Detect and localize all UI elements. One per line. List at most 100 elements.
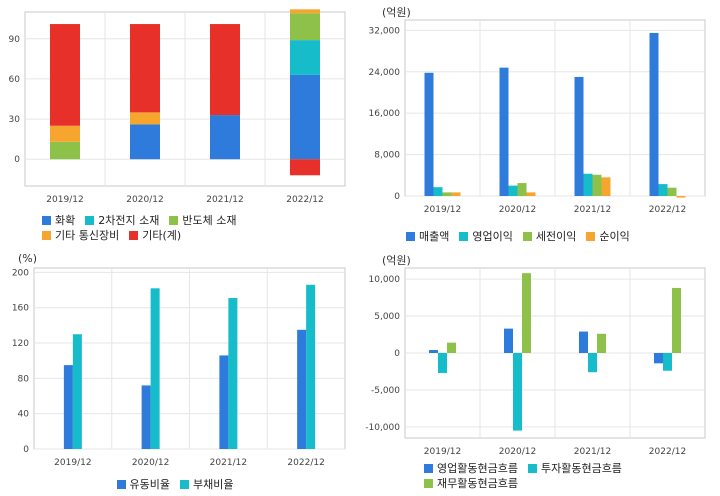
ratio-chart-panel: (%) 0 40 80 120 160 200 2019/12 2020/12 2021/12 2… xyxy=(0,248,360,496)
bar xyxy=(451,192,461,196)
ratio-unit-label: (%) xyxy=(18,252,38,265)
x-tick-label: 2019/12 xyxy=(46,195,83,205)
legend-row: 기타 통신장비 기타(계) xyxy=(42,228,342,243)
bar xyxy=(663,353,672,371)
bar-segment xyxy=(130,124,160,160)
bar xyxy=(424,72,434,196)
bar-segment xyxy=(290,159,320,176)
y-tick-label: 24,000 xyxy=(369,68,401,78)
y-tick-label: 0 xyxy=(394,192,400,202)
legend-item: 기타(계) xyxy=(129,228,181,243)
legend-swatch xyxy=(85,216,95,225)
legend-row: 화확 2차전지 소재 반도체 소재 xyxy=(42,213,342,228)
y-tick-label: 16,000 xyxy=(369,109,401,119)
bar xyxy=(438,353,447,373)
y-tick-label: 32,000 xyxy=(369,26,401,36)
bar xyxy=(667,187,677,196)
cashflow-unit-label: (억원) xyxy=(382,254,411,267)
x-tick-label: 2021/12 xyxy=(210,458,247,468)
bar xyxy=(150,288,160,449)
composition-chart: 0 30 60 90 2019/12 2020/12 2021/12 2022/12 xyxy=(9,9,346,205)
bar xyxy=(574,76,584,196)
bar-segment xyxy=(290,40,320,75)
y-tick-label: 0 xyxy=(23,445,29,455)
bar xyxy=(522,273,531,353)
x-tick-label: 2019/12 xyxy=(424,205,461,215)
bar xyxy=(429,350,438,353)
legend-item: 반도체 소재 xyxy=(169,213,236,228)
bar xyxy=(219,355,229,449)
legend-swatch xyxy=(116,480,126,489)
bar xyxy=(63,365,73,449)
legend-label: 투자활동현금흐름 xyxy=(540,462,622,475)
legend-item: 유동비율 xyxy=(116,477,170,492)
legend-swatch xyxy=(522,232,532,241)
bar xyxy=(579,331,588,353)
legend-swatch xyxy=(406,232,415,241)
bar xyxy=(72,334,82,449)
legend-label: 부채비율 xyxy=(193,478,234,491)
legend-item: 순이익 xyxy=(586,229,630,244)
legend-item: 영업활동현금흐름 xyxy=(424,461,518,476)
bar xyxy=(297,329,307,449)
bar xyxy=(306,284,316,449)
bar-segment xyxy=(130,112,160,125)
y-tick-label: 160 xyxy=(12,304,29,314)
cashflow-chart: -10,000 -5,000 0 5,000 10,000 2019/12 2020/12 2… xyxy=(365,267,706,457)
legend-item: 영업이익 xyxy=(459,229,513,244)
cashflow-chart-panel: (억원) -10,000 -5,000 0 5,000 10,000 2019/12 202… xyxy=(360,248,720,496)
y-tick-label: 90 xyxy=(9,35,21,45)
legend-item: 2차전지 소재 xyxy=(85,213,159,228)
legend-item: 화확 xyxy=(42,213,75,228)
bar xyxy=(499,67,509,196)
bar xyxy=(517,183,527,196)
y-tick-label: -5,000 xyxy=(371,386,400,396)
bar-segment xyxy=(50,24,80,126)
legend-label: 반도체 소재 xyxy=(182,214,237,227)
bar xyxy=(592,174,602,196)
legend-row: 재무활동현금흐름 xyxy=(424,476,704,491)
legend-label: 화확 xyxy=(55,214,76,227)
legend-label: 영업이익 xyxy=(472,230,513,243)
bar-segment xyxy=(130,24,160,113)
x-tick-label: 2022/12 xyxy=(649,205,686,215)
legend-label: 기타(계) xyxy=(142,229,182,242)
y-tick-label: 8,000 xyxy=(374,151,400,161)
legend-label: 세전이익 xyxy=(535,230,577,243)
bar xyxy=(141,385,151,449)
bar xyxy=(658,184,668,196)
legend-item: 매출액 xyxy=(406,229,449,244)
income-chart: 0 8,000 16,000 24,000 32,000 2019/12 2020/12 20… xyxy=(369,19,706,215)
bar xyxy=(597,333,606,353)
legend-swatch xyxy=(459,232,469,241)
bar xyxy=(654,353,663,364)
legend-item: 세전이익 xyxy=(522,229,577,244)
bar xyxy=(526,192,536,196)
bar xyxy=(442,192,452,196)
bar-segment xyxy=(290,13,320,41)
x-tick-label: 2022/12 xyxy=(287,458,324,468)
legend-swatch xyxy=(42,216,51,225)
legend-item: 재무활동현금흐름 xyxy=(424,476,518,491)
y-tick-label: 80 xyxy=(18,374,30,384)
bar-segment xyxy=(290,74,320,160)
ratio-legend: 유동비율 부채비율 xyxy=(0,477,360,492)
legend-label: 2차전지 소재 xyxy=(98,214,160,227)
bar xyxy=(601,177,611,196)
y-tick-label: -10,000 xyxy=(365,423,400,433)
x-tick-label: 2021/12 xyxy=(574,205,611,215)
x-tick-label: 2020/12 xyxy=(499,205,536,215)
x-tick-label: 2022/12 xyxy=(649,447,686,457)
legend-swatch xyxy=(527,464,537,473)
legend-item: 부채비율 xyxy=(180,477,233,492)
legend-swatch xyxy=(586,232,596,241)
income-chart-panel: (억원) 0 8,000 16,000 24,000 32,000 2019/12 2020… xyxy=(360,0,720,248)
x-tick-label: 2019/12 xyxy=(54,458,91,468)
y-tick-label: 60 xyxy=(9,75,21,85)
legend-label: 영업활동현금흐름 xyxy=(437,462,518,475)
bar xyxy=(676,196,686,198)
legend-label: 유동비율 xyxy=(129,478,170,491)
bar-segment xyxy=(210,24,240,116)
bar xyxy=(649,32,659,196)
